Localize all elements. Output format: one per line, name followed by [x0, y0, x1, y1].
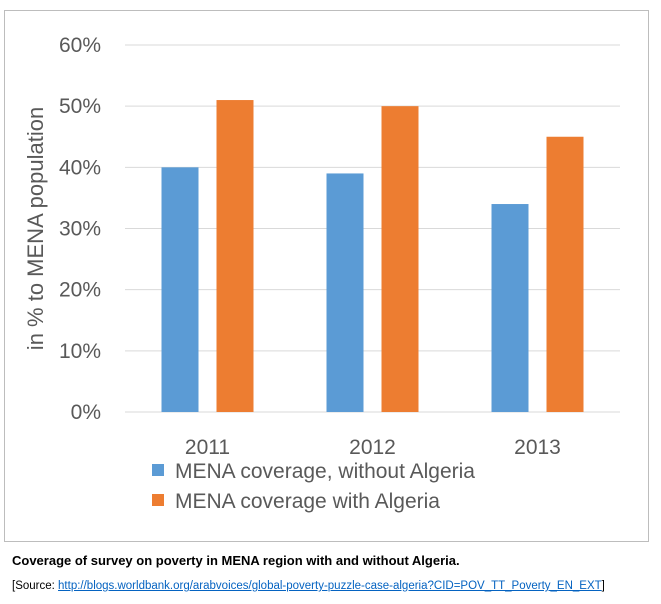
bar [216, 100, 254, 413]
y-tick-label: 20% [59, 279, 101, 302]
y-tick-label: 10% [59, 340, 101, 363]
y-tick-label: 50% [59, 95, 101, 118]
bar [546, 136, 584, 412]
y-tick-label: 60% [59, 34, 101, 57]
bar [161, 167, 199, 412]
source-line: [Source: http://blogs.worldbank.org/arab… [12, 580, 605, 592]
source-suffix: ] [601, 580, 605, 592]
legend-entry: MENA coverage, without Algeria [175, 460, 475, 483]
y-tick-label: 40% [59, 156, 101, 179]
x-tick-label: 2011 [185, 436, 230, 459]
y-tick-label: 0% [71, 401, 101, 424]
legend-swatch [152, 464, 164, 476]
legend-swatch [152, 494, 164, 506]
bar [326, 173, 364, 412]
x-tick-label: 2013 [514, 436, 561, 459]
bar [381, 106, 419, 413]
bar-chart: 0% 10% 20% 30% 40% 50% 60% in % to MENA populat… [23, 34, 620, 513]
y-tick-label: 30% [59, 218, 101, 241]
x-tick-label: 2012 [349, 436, 396, 459]
y-axis-title: in % to MENA population [23, 107, 48, 350]
chart-frame: 0% 10% 20% 30% 40% 50% 60% in % to MENA populat… [4, 10, 649, 542]
legend-entry: MENA coverage with Algeria [175, 490, 440, 513]
source-prefix: [Source: [12, 580, 59, 592]
source-link[interactable]: http://blogs.worldbank.org/arabvoices/gl… [58, 580, 602, 592]
bar [491, 204, 529, 412]
figure-caption: Coverage of survey on poverty in MENA re… [12, 553, 460, 568]
